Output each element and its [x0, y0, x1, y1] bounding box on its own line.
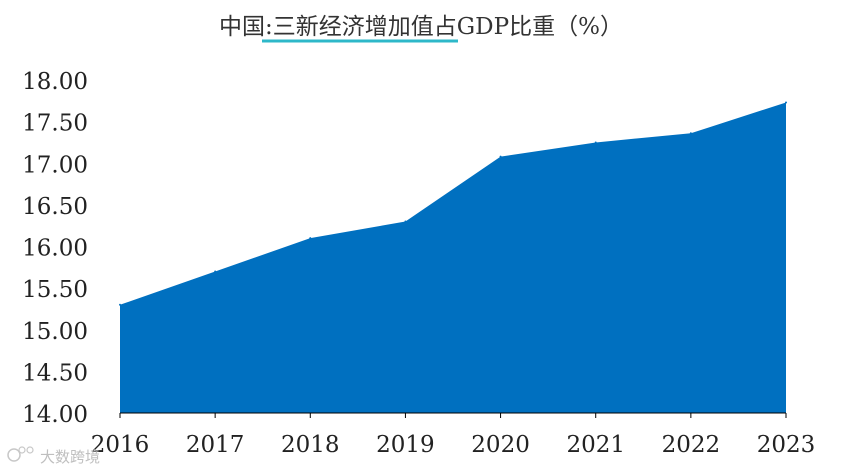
data-point-2018: [309, 237, 312, 240]
x-tick-label: 2016: [91, 432, 150, 458]
x-tick-label: 2022: [662, 432, 721, 458]
watermark-logo-icon: [7, 446, 34, 462]
x-tick-label: 2020: [471, 432, 530, 458]
watermark-text: 大数跨境: [40, 448, 100, 466]
axis-layer: [119, 412, 787, 418]
data-point-2020: [499, 155, 502, 158]
data-point-2016: [119, 303, 121, 306]
watermark: 大数跨境: [7, 446, 100, 466]
y-tick-label: 17.50: [22, 111, 88, 137]
data-point-2023: [785, 101, 787, 104]
x-tick-label: 2021: [566, 432, 625, 458]
y-tick-label: 15.00: [22, 319, 88, 345]
x-tick-label: 2017: [186, 432, 245, 458]
area-series: [120, 102, 786, 413]
y-tick-label: 16.50: [22, 194, 88, 220]
x-tick-label: 2019: [376, 432, 435, 458]
data-point-2017: [214, 270, 217, 273]
y-tick-label: 15.50: [22, 277, 88, 303]
x-axis-ticks: 2016 2017 2018 2019 2020 2021 2022 2023: [91, 432, 816, 458]
y-tick-label: 17.00: [22, 152, 88, 178]
x-tick-label: 2018: [281, 432, 340, 458]
y-tick-label: 14.50: [22, 360, 88, 386]
y-tick-label: 18.00: [22, 69, 88, 95]
chart-title: 中国:三新经济增加值占GDP比重（%）: [219, 14, 623, 40]
data-point-2021: [594, 141, 597, 144]
x-tick-label: 2023: [757, 432, 816, 458]
y-tick-label: 14.00: [22, 402, 88, 428]
data-point-2019: [404, 220, 407, 223]
y-axis-ticks: 14.00 14.50 15.00 15.50 16.00 16.50 17.00 17.50…: [22, 69, 88, 428]
y-tick-label: 16.00: [22, 236, 88, 262]
data-point-2022: [689, 132, 692, 135]
area-layer: [119, 101, 787, 413]
